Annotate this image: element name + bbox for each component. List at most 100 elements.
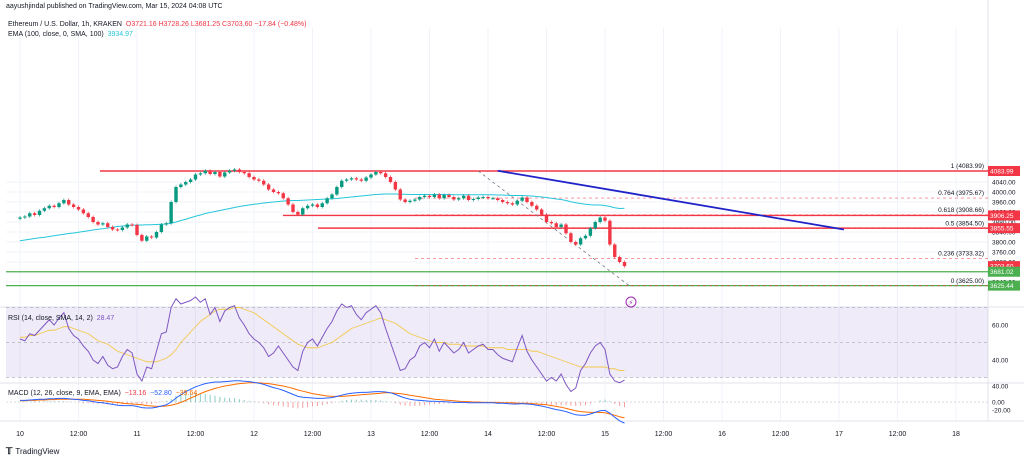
price-tick-4: 3800.00 xyxy=(992,240,1016,247)
candle-body-104 xyxy=(525,197,529,202)
candle-body-81 xyxy=(413,199,417,201)
macd-line xyxy=(20,380,625,424)
price-tag-bg-0 xyxy=(988,166,1020,177)
candle-body-45 xyxy=(237,169,242,172)
time-tick-16: 18 xyxy=(952,431,960,438)
candle-body-117 xyxy=(588,228,593,236)
candle-body-7 xyxy=(52,205,56,207)
candle-body-73 xyxy=(374,172,378,175)
candle-body-94 xyxy=(476,197,480,199)
candle-body-3 xyxy=(32,213,37,215)
candle-body-11 xyxy=(71,204,76,207)
symbol-title: Ethereum / U.S. Dollar, 1h, KRAKEN xyxy=(8,21,122,28)
candle-body-110 xyxy=(554,223,558,227)
candle-body-42 xyxy=(223,172,227,177)
candle-body-114 xyxy=(574,242,578,245)
candle-body-30 xyxy=(164,223,168,225)
candle-body-28 xyxy=(154,232,159,238)
candle-body-0 xyxy=(18,217,22,219)
macd-header: MACD (12, 26, close, 9, EMA, EMA) −13.16… xyxy=(8,390,197,397)
candle-body-34 xyxy=(184,182,188,185)
candle-body-124 xyxy=(622,262,627,267)
candle-body-58 xyxy=(301,208,305,215)
candle-body-109 xyxy=(549,222,554,224)
time-tick-9: 12:00 xyxy=(538,431,556,438)
candle-body-61 xyxy=(315,204,320,207)
candle-body-103 xyxy=(520,197,524,201)
macd-value-signal: −39.64 xyxy=(175,390,198,397)
price-tag-bg-1 xyxy=(988,210,1020,221)
candle-body-74 xyxy=(379,172,383,174)
time-tick-2: 11 xyxy=(133,431,140,438)
price-tick-6: 3880.00 xyxy=(992,220,1016,227)
candle-body-107 xyxy=(539,209,544,215)
time-tick-3: 12:00 xyxy=(187,431,205,438)
price-tag-4: 3681.02 xyxy=(990,269,1014,276)
candle-body-38 xyxy=(203,170,207,174)
time-tick-0: 10 xyxy=(16,431,24,438)
price-tick-8: 3960.00 xyxy=(992,200,1016,207)
rsi-header: RSI (14, close, SMA, 14, 2) 28.47 xyxy=(8,315,114,322)
macd-label: MACD (12, 26, close, 9, EMA, EMA) xyxy=(8,390,121,397)
candle-body-59 xyxy=(305,205,310,209)
time-tick-6: 13 xyxy=(367,431,375,438)
price-tag-bg-3 xyxy=(988,261,1020,272)
candle-body-20 xyxy=(115,229,120,231)
candle-body-72 xyxy=(369,174,373,178)
time-tick-5: 12:00 xyxy=(304,431,322,438)
fib-label-2: 0.618 (3908.66) xyxy=(938,207,984,214)
footer: 𝕋 TradingView xyxy=(6,446,59,457)
candle-body-24 xyxy=(135,225,139,235)
candle-body-27 xyxy=(149,236,154,238)
candle-body-95 xyxy=(481,197,485,198)
candle-body-16 xyxy=(96,222,100,225)
candle-body-62 xyxy=(320,203,324,207)
candle-body-25 xyxy=(140,235,144,241)
time-tick-11: 12:00 xyxy=(655,431,673,438)
lightning-icon: ⚡ xyxy=(629,299,634,307)
event-icon[interactable] xyxy=(625,296,637,308)
time-tick-4: 12 xyxy=(250,431,258,438)
candle-body-82 xyxy=(418,197,422,200)
fib-label-3: 0.5 (3854.50) xyxy=(945,220,984,227)
candles xyxy=(18,168,627,268)
candle-body-46 xyxy=(242,172,246,174)
candle-body-96 xyxy=(486,197,490,199)
tradingview-logo-icon: 𝕋 xyxy=(6,446,13,456)
candle-body-84 xyxy=(427,195,432,197)
candle-body-83 xyxy=(422,195,427,197)
candle-body-55 xyxy=(286,198,290,205)
price-tick-3: 3760.00 xyxy=(992,250,1016,257)
rsi-value: 28.47 xyxy=(96,315,115,322)
fib-label-4: 0.236 (3733.32) xyxy=(938,251,984,258)
ema-line xyxy=(19,193,625,242)
candle-body-101 xyxy=(510,203,515,205)
candle-body-47 xyxy=(247,173,251,177)
candle-body-9 xyxy=(62,200,66,204)
time-tick-7: 12:00 xyxy=(421,431,439,438)
candle-body-52 xyxy=(271,189,276,192)
publish-credit: aayushjindal published on TradingView.co… xyxy=(6,3,223,10)
bearish-trendline xyxy=(497,169,845,231)
candle-body-4 xyxy=(37,210,42,215)
candle-body-54 xyxy=(281,193,285,199)
candle-body-68 xyxy=(349,178,354,180)
rsi-tick-0: 60.00 xyxy=(992,323,1009,330)
candle-body-6 xyxy=(47,205,51,209)
fib-diagonal xyxy=(478,170,630,287)
ema-value: 3934.97 xyxy=(107,31,133,38)
candle-body-111 xyxy=(559,224,563,227)
rsi-plot xyxy=(19,296,625,393)
time-tick-8: 14 xyxy=(484,431,492,438)
rsi-label: RSI (14, close, SMA, 14, 2) xyxy=(8,315,93,322)
macd-plot xyxy=(6,380,988,424)
candle-body-26 xyxy=(145,236,149,241)
candle-body-77 xyxy=(393,182,398,190)
price-tag-5: 3625.44 xyxy=(990,283,1014,290)
candle-body-105 xyxy=(530,202,534,206)
candle-body-98 xyxy=(496,198,500,200)
candle-body-115 xyxy=(578,238,583,245)
footer-brand[interactable]: TradingView xyxy=(15,447,60,456)
candle-body-40 xyxy=(213,172,217,174)
candle-body-122 xyxy=(613,244,617,257)
